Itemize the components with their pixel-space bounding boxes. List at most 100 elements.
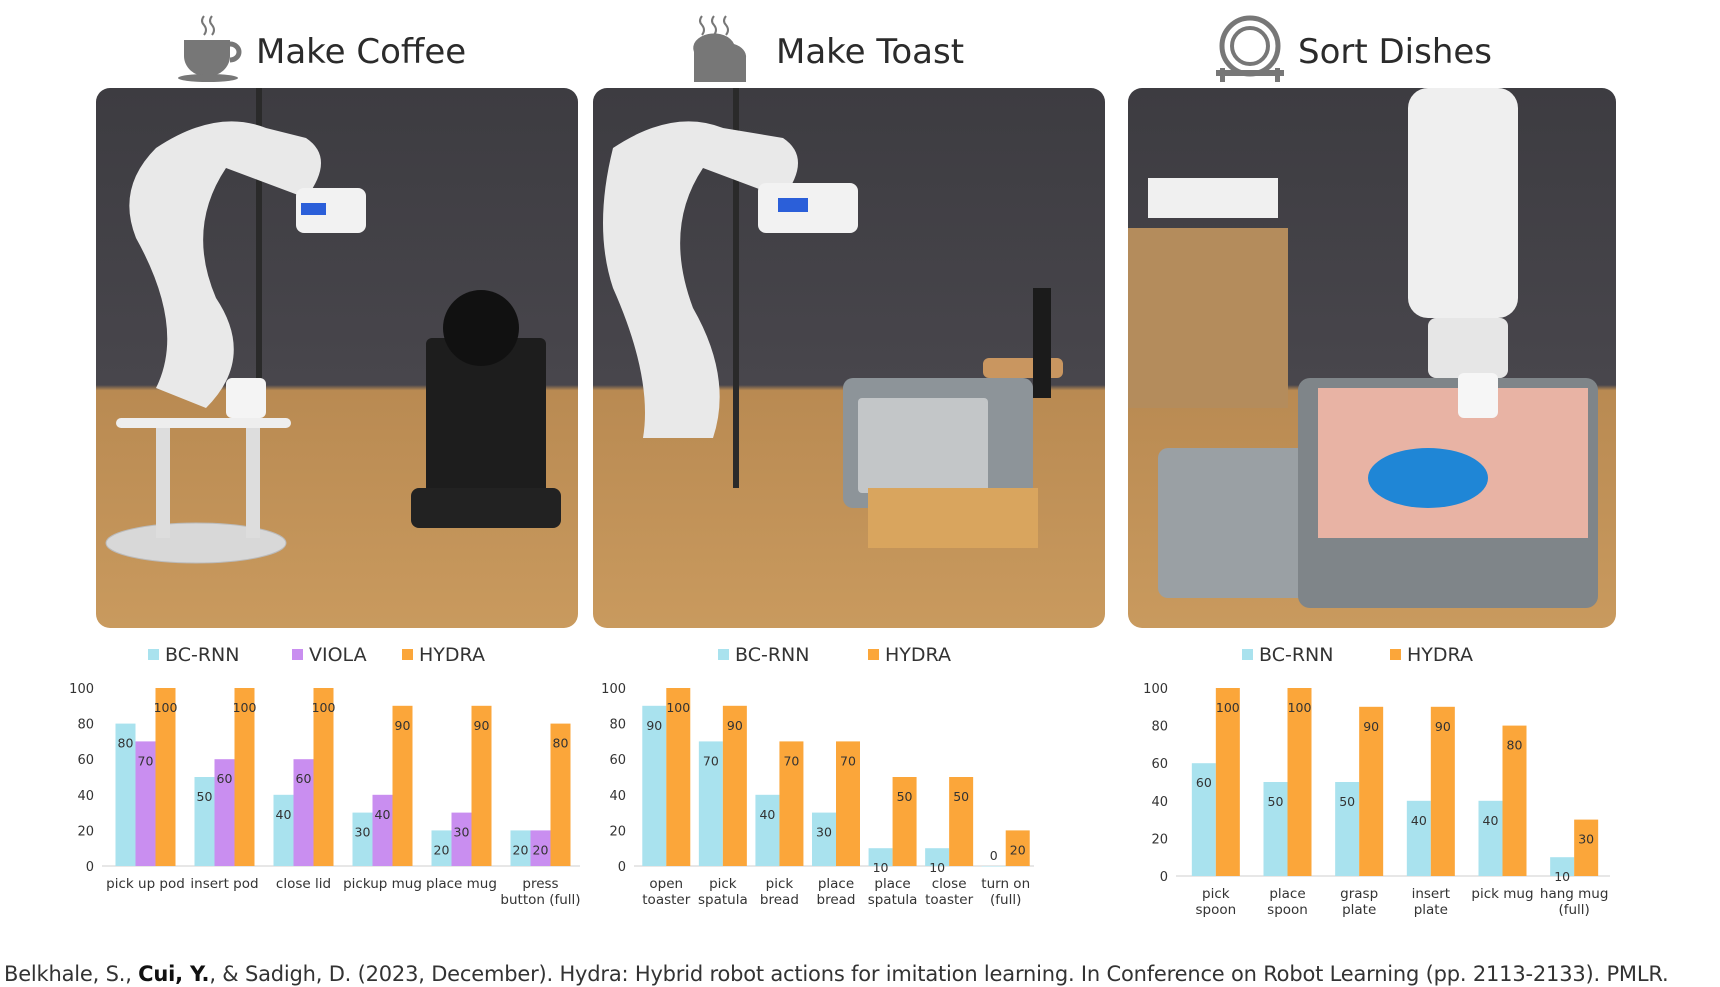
legend-item-hydra: HYDRA: [402, 644, 485, 666]
data-label: 50: [197, 789, 213, 804]
data-label: 90: [727, 718, 743, 733]
legend-label: BC-RNN: [165, 644, 240, 666]
y-tick-label: 20: [77, 824, 94, 839]
bar-viola: [135, 741, 156, 866]
data-label: 60: [1196, 775, 1212, 790]
bar-hydra: [313, 688, 334, 866]
data-label: 100: [666, 700, 690, 715]
legend-item-hydra: HYDRA: [1390, 644, 1473, 666]
bar-hydra: [722, 705, 747, 866]
x-tick-label: grasp: [1340, 886, 1378, 902]
task-header: Make Toast: [598, 8, 1158, 88]
bar-chart-make-coffee: 0 20 40 60 80 100 80 70 100 pick up pod 50 60 100 ins…: [69, 682, 580, 908]
y-tick-label: 60: [1151, 757, 1168, 772]
x-tick-label: insert pod: [190, 876, 258, 892]
x-tick-label: spoon: [1267, 902, 1308, 918]
legend-item-viola: VIOLA: [292, 644, 367, 666]
data-label: 60: [296, 771, 312, 786]
dish-rack-icon: [1216, 15, 1284, 82]
data-label: 10: [1554, 869, 1570, 884]
x-tick-label: place: [818, 876, 854, 892]
task-title: Make Coffee: [256, 32, 467, 72]
bar-hydra: [471, 705, 492, 866]
bar-hydra: [392, 705, 413, 866]
data-label: 60: [217, 771, 233, 786]
legend-label: HYDRA: [1407, 644, 1473, 666]
data-label: 90: [474, 718, 490, 733]
legend-item-bc-rnn: BC-RNN: [148, 644, 239, 666]
citation-authors-before: Belkhale, S.,: [4, 962, 139, 986]
task-header: Make Coffee: [60, 8, 620, 88]
toast-icon: [693, 15, 747, 82]
data-label: 100: [1288, 700, 1312, 715]
bar-hydra: [1430, 706, 1455, 876]
bar-viola: [293, 759, 314, 866]
y-tick-label: 100: [69, 682, 94, 697]
data-label: 70: [703, 753, 719, 768]
x-tick-label: close: [932, 876, 967, 892]
legend-swatch: [402, 649, 413, 660]
data-label: 30: [1578, 832, 1594, 847]
bar-chart-make-toast: 02040608010090100opentoaster7090pickspat…: [601, 682, 1034, 908]
y-tick-label: 100: [1143, 682, 1168, 697]
y-tick-label: 80: [77, 718, 94, 733]
coffee-cup-icon: [178, 15, 242, 82]
bar-hydra: [666, 688, 691, 866]
legend-swatch: [148, 649, 159, 660]
bar-hydra: [155, 688, 176, 866]
bar-chart-sort-dishes: 02040608010060100pickspoon50100placespoo…: [1143, 682, 1610, 918]
x-tick-label: toaster: [925, 892, 973, 908]
bar-bc-rnn: [1263, 782, 1288, 876]
data-label: 90: [395, 718, 411, 733]
data-label: 40: [1483, 813, 1499, 828]
bar-viola: [451, 812, 472, 866]
data-label: 100: [1216, 700, 1240, 715]
data-label: 10: [929, 860, 945, 875]
data-label: 90: [1363, 719, 1379, 734]
x-tick-label: bread: [760, 892, 799, 908]
bar-bc-rnn: [698, 741, 723, 866]
data-label: 30: [454, 825, 470, 840]
x-tick-label: spoon: [1195, 902, 1236, 918]
x-tick-label: spatula: [868, 892, 918, 908]
bar-bc-rnn: [1335, 782, 1360, 876]
legend-swatch: [292, 649, 303, 660]
legend-swatch: [1390, 649, 1401, 660]
data-label: 50: [953, 789, 969, 804]
data-label: 90: [646, 718, 662, 733]
data-label: 80: [553, 736, 569, 751]
data-label: 80: [1507, 738, 1523, 753]
bar-hydra: [1359, 706, 1384, 876]
x-tick-label: button (full): [500, 892, 580, 908]
bar-bc-rnn: [925, 848, 950, 866]
x-tick-label: spatula: [698, 892, 748, 908]
bar-hydra: [779, 741, 804, 866]
y-tick-label: 60: [77, 753, 94, 768]
bar-bc-rnn: [812, 812, 836, 866]
bar-viola: [214, 759, 235, 866]
data-label: 70: [840, 753, 856, 768]
y-tick-label: 80: [1151, 720, 1168, 735]
data-label: 40: [759, 807, 775, 822]
panel-make-toast: Make Toast BC-RNN HYDRA 0 20 40 60 80 100 90 10…: [593, 0, 1158, 960]
legend-swatch: [1242, 649, 1253, 660]
panel-make-coffee: Make Coffee BC-RNN VIOLA HYDRA 0 20 40 60 80…: [60, 0, 620, 960]
bar-bc-rnn: [1191, 763, 1216, 876]
panel-sort-dishes: Sort Dishes BC-RNN HYDRA 0 20 40 60 80 100 60 1…: [1128, 0, 1700, 960]
chart-legend: BC-RNN VIOLA HYDRA: [60, 640, 620, 670]
legend-swatch: [868, 649, 879, 660]
bar-hydra: [1287, 688, 1312, 876]
x-tick-label: bread: [817, 892, 856, 908]
x-tick-label: open: [649, 876, 683, 892]
bar-bc-rnn: [273, 794, 294, 866]
x-tick-label: pick up pod: [106, 876, 185, 892]
bar-bc-rnn: [642, 705, 667, 866]
data-label: 100: [154, 700, 178, 715]
legend-label: VIOLA: [309, 644, 367, 666]
data-label: 100: [312, 700, 336, 715]
data-label: 80: [118, 736, 134, 751]
bar-hydra: [892, 777, 917, 866]
data-label: 50: [1268, 794, 1284, 809]
x-tick-label: (full): [990, 892, 1021, 908]
y-tick-label: 100: [601, 682, 626, 697]
